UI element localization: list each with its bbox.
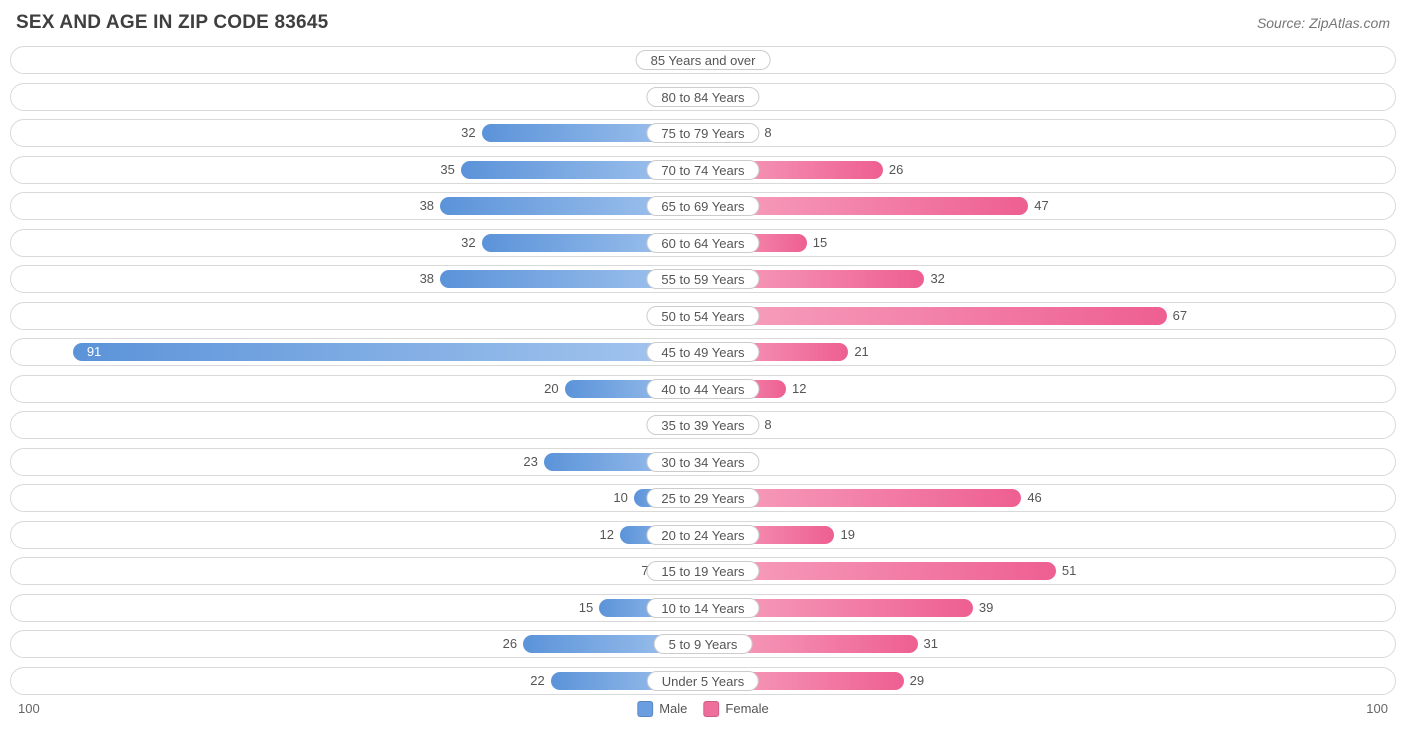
male-value: 32	[461, 235, 475, 250]
age-row: 23230 to 34 Years	[10, 448, 1396, 476]
female-value: 46	[1027, 490, 1041, 505]
age-row: 38 32 55 to 59 Years	[10, 265, 1396, 293]
age-row: 32 8 75 to 79 Years	[10, 119, 1396, 147]
population-pyramid: 3585 Years and over5280 to 84 Years32875…	[10, 46, 1396, 695]
female-value: 19	[840, 527, 854, 542]
age-label-pill: 15 to 19 Years	[646, 561, 759, 581]
age-label-pill: 85 Years and over	[636, 50, 771, 70]
male-value: 91	[87, 344, 101, 359]
age-label-pill: 65 to 69 Years	[646, 196, 759, 216]
female-value: 21	[854, 344, 868, 359]
age-label-pill: 40 to 44 Years	[646, 379, 759, 399]
male-value: 38	[420, 198, 434, 213]
age-row: 32 15 60 to 64 Years	[10, 229, 1396, 257]
male-value: 35	[440, 162, 454, 177]
male-value: 20	[544, 381, 558, 396]
legend-male: Male	[637, 701, 687, 717]
female-value: 31	[924, 636, 938, 651]
axis-left-max: 100	[18, 701, 40, 716]
age-label-pill: 75 to 79 Years	[646, 123, 759, 143]
age-label-pill: 80 to 84 Years	[646, 87, 759, 107]
age-row: 20 12 40 to 44 Years	[10, 375, 1396, 403]
age-row: 26 31 5 to 9 Years	[10, 630, 1396, 658]
chart-header: SEX AND AGE IN ZIP CODE 83645 Source: Zi…	[10, 12, 1396, 46]
age-row: 10 46 25 to 29 Years	[10, 484, 1396, 512]
legend-female-label: Female	[725, 701, 768, 716]
age-row: 12 19 20 to 24 Years	[10, 521, 1396, 549]
age-label-pill: 5 to 9 Years	[654, 634, 753, 654]
chart-source: Source: ZipAtlas.com	[1257, 15, 1390, 31]
male-value: 23	[523, 454, 537, 469]
age-row: 66750 to 54 Years	[10, 302, 1396, 330]
female-value: 8	[764, 125, 771, 140]
male-value: 12	[600, 527, 614, 542]
age-label-pill: 60 to 64 Years	[646, 233, 759, 253]
axis-labels: 100 Male Female 100	[10, 695, 1396, 716]
age-label-pill: Under 5 Years	[647, 671, 759, 691]
female-value: 26	[889, 162, 903, 177]
male-value: 32	[461, 125, 475, 140]
female-value: 12	[792, 381, 806, 396]
age-row: 91 21 45 to 49 Years	[10, 338, 1396, 366]
female-value: 51	[1062, 563, 1076, 578]
age-row: 3585 Years and over	[10, 46, 1396, 74]
chart-title: SEX AND AGE IN ZIP CODE 83645	[16, 12, 328, 34]
male-value: 10	[613, 490, 627, 505]
age-label-pill: 20 to 24 Years	[646, 525, 759, 545]
female-bar	[703, 307, 1167, 325]
female-value: 32	[930, 271, 944, 286]
male-value: 22	[530, 673, 544, 688]
age-row: 35 26 70 to 74 Years	[10, 156, 1396, 184]
male-value: 26	[503, 636, 517, 651]
age-row: 38 47 65 to 69 Years	[10, 192, 1396, 220]
age-row: 15 39 10 to 14 Years	[10, 594, 1396, 622]
female-value: 29	[910, 673, 924, 688]
female-value: 47	[1034, 198, 1048, 213]
age-row: 22 29 Under 5 Years	[10, 667, 1396, 695]
legend: Male Female	[637, 701, 769, 717]
female-value: 8	[764, 417, 771, 432]
male-bar	[73, 343, 703, 361]
age-label-pill: 70 to 74 Years	[646, 160, 759, 180]
age-label-pill: 55 to 59 Years	[646, 269, 759, 289]
age-row: 6835 to 39 Years	[10, 411, 1396, 439]
male-swatch-icon	[637, 701, 653, 717]
male-value: 38	[420, 271, 434, 286]
age-label-pill: 45 to 49 Years	[646, 342, 759, 362]
female-value: 67	[1173, 308, 1187, 323]
age-label-pill: 50 to 54 Years	[646, 306, 759, 326]
age-label-pill: 35 to 39 Years	[646, 415, 759, 435]
age-label-pill: 25 to 29 Years	[646, 488, 759, 508]
male-value: 15	[579, 600, 593, 615]
age-row: 5280 to 84 Years	[10, 83, 1396, 111]
age-label-pill: 10 to 14 Years	[646, 598, 759, 618]
female-swatch-icon	[703, 701, 719, 717]
female-value: 39	[979, 600, 993, 615]
age-row: 75115 to 19 Years	[10, 557, 1396, 585]
female-value: 15	[813, 235, 827, 250]
axis-right-max: 100	[1366, 701, 1388, 716]
legend-male-label: Male	[659, 701, 687, 716]
age-label-pill: 30 to 34 Years	[646, 452, 759, 472]
legend-female: Female	[703, 701, 768, 717]
